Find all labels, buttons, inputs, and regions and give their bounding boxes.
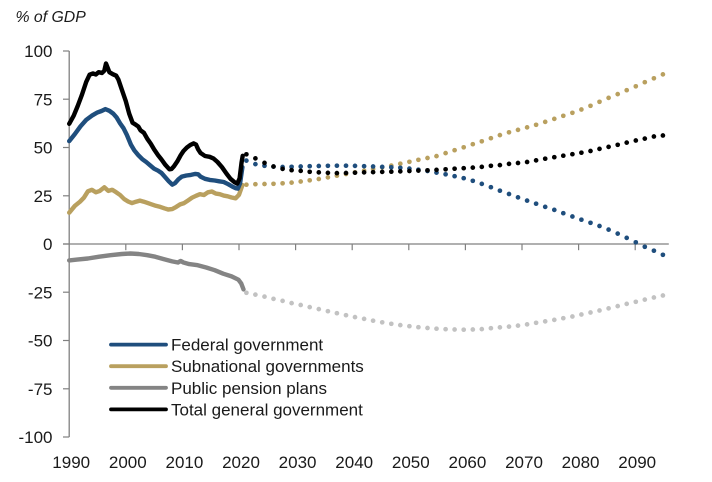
svg-text:-25: -25 bbox=[28, 283, 53, 302]
svg-text:Public pension plans: Public pension plans bbox=[171, 379, 327, 398]
svg-text:-100: -100 bbox=[18, 428, 52, 447]
svg-text:2050: 2050 bbox=[392, 453, 430, 472]
svg-text:2080: 2080 bbox=[562, 453, 600, 472]
svg-text:25: 25 bbox=[34, 187, 53, 206]
svg-text:1990: 1990 bbox=[52, 453, 90, 472]
svg-text:0: 0 bbox=[43, 235, 52, 254]
svg-text:2060: 2060 bbox=[448, 453, 486, 472]
svg-text:2070: 2070 bbox=[505, 453, 543, 472]
svg-text:50: 50 bbox=[34, 139, 53, 158]
svg-text:2090: 2090 bbox=[618, 453, 656, 472]
svg-text:-75: -75 bbox=[28, 380, 53, 399]
svg-text:-50: -50 bbox=[28, 332, 53, 351]
svg-text:2040: 2040 bbox=[335, 453, 373, 472]
svg-text:Subnational governments: Subnational governments bbox=[171, 357, 364, 376]
svg-text:2020: 2020 bbox=[222, 453, 260, 472]
svg-text:75: 75 bbox=[34, 91, 53, 110]
svg-text:2010: 2010 bbox=[165, 453, 203, 472]
svg-text:% of GDP: % of GDP bbox=[16, 9, 87, 26]
svg-text:2000: 2000 bbox=[109, 453, 147, 472]
svg-text:Total general government: Total general government bbox=[171, 400, 363, 419]
svg-text:100: 100 bbox=[24, 42, 52, 61]
svg-text:Federal government: Federal government bbox=[171, 336, 323, 355]
svg-text:2030: 2030 bbox=[279, 453, 317, 472]
